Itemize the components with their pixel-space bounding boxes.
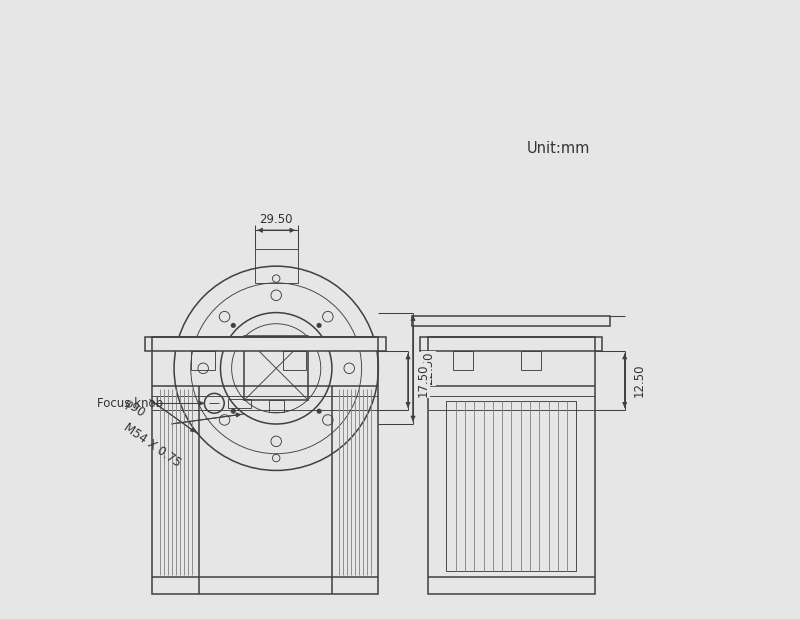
Text: 22.50: 22.50 [422,352,435,385]
Text: Focus knob: Focus knob [97,397,163,410]
Bar [453,351,473,370]
Text: M54 X 0.75: M54 X 0.75 [122,421,183,470]
Bar [228,399,251,408]
Text: φ90: φ90 [122,396,147,420]
Bar [421,337,602,351]
Bar [191,351,215,370]
Circle shape [317,409,322,413]
Text: Unit:mm: Unit:mm [527,141,590,156]
Text: 17.50: 17.50 [417,364,430,397]
Bar [254,249,298,283]
Bar [412,316,610,326]
Bar [428,337,595,594]
Bar [446,401,577,571]
Circle shape [317,323,322,328]
Text: 12.50: 12.50 [633,364,646,397]
Circle shape [231,409,236,413]
Bar [244,336,308,400]
Bar [269,400,284,412]
Bar [521,351,541,370]
Bar [145,337,386,351]
Bar [282,351,306,370]
Text: 29.50: 29.50 [259,212,293,226]
Bar [153,337,378,594]
Circle shape [231,323,236,328]
